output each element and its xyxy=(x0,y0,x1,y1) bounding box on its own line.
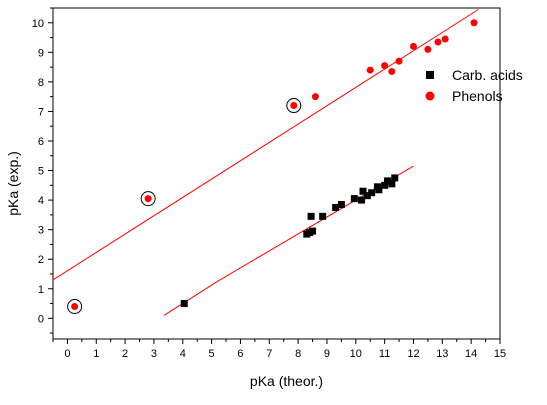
data-point-carb-acid xyxy=(180,300,188,308)
x-tick-label: 12 xyxy=(407,348,419,360)
data-point-phenol xyxy=(311,93,319,101)
legend-marker-circle xyxy=(425,91,435,101)
highlight-ring xyxy=(67,298,83,314)
y-tick-label: 9 xyxy=(38,47,44,59)
data-point-phenol xyxy=(290,102,298,110)
data-point-carb-acid xyxy=(359,187,367,195)
data-point-carb-acid xyxy=(368,189,376,197)
data-point-carb-acid xyxy=(381,181,389,189)
highlight-ring xyxy=(140,191,156,207)
data-point-carb-acid xyxy=(319,212,327,220)
x-tick-label: 6 xyxy=(237,348,243,360)
x-tick-label: 11 xyxy=(379,348,390,360)
x-tick-label: 1 xyxy=(93,348,99,360)
x-tick-label: 13 xyxy=(436,348,448,360)
data-point-carb-acid xyxy=(384,177,392,185)
y-tick-label: 0 xyxy=(38,313,44,325)
y-tick-label: 8 xyxy=(38,77,44,89)
x-tick-label: 14 xyxy=(465,348,477,360)
data-point-phenol xyxy=(441,35,449,43)
data-point-phenol xyxy=(424,45,432,53)
y-tick-label: 5 xyxy=(38,166,44,178)
x-tick-label: 4 xyxy=(180,348,186,360)
data-point-carb-acid xyxy=(350,195,358,203)
data-point-carb-acid xyxy=(337,201,345,209)
data-point-phenol xyxy=(409,42,417,50)
data-point-phenol xyxy=(366,66,374,74)
fit-line xyxy=(52,9,479,281)
y-tick-label: 1 xyxy=(38,284,44,296)
data-point-carb-acid xyxy=(391,174,399,182)
data-point-carb-acid xyxy=(332,203,340,211)
legend: Carb. acids Phenols xyxy=(425,67,523,104)
data-point-phenol xyxy=(395,57,403,65)
data-point-carb-acid xyxy=(307,212,315,220)
data-point-carb-acid xyxy=(309,227,317,235)
data-points xyxy=(67,19,478,314)
data-point-phenol xyxy=(71,302,79,310)
y-tick-label: 6 xyxy=(38,136,44,148)
x-tick-label: 9 xyxy=(324,348,330,360)
y-tick-label: 3 xyxy=(38,225,44,237)
data-point-phenol xyxy=(144,195,152,203)
plot-frame xyxy=(52,7,501,340)
legend-marker-square xyxy=(426,71,434,79)
legend-label: Carb. acids xyxy=(452,67,523,83)
x-tick-label: 0 xyxy=(64,348,70,360)
data-point-carb-acid xyxy=(373,183,381,191)
y-tick-label: 2 xyxy=(38,254,44,266)
y-axis-title: pKa (exp.) xyxy=(5,151,21,216)
x-axis-title: pKa (theor.) xyxy=(250,373,323,389)
data-point-phenol xyxy=(388,68,396,76)
x-tick-label: 5 xyxy=(209,348,215,360)
data-point-carb-acid xyxy=(358,196,366,204)
x-tick-label: 8 xyxy=(295,348,301,360)
x-tick-label: 7 xyxy=(266,348,272,360)
x-tick-label: 3 xyxy=(151,348,157,360)
highlight-ring xyxy=(286,98,302,114)
x-tick-label: 2 xyxy=(122,348,128,360)
legend-label: Phenols xyxy=(452,88,503,104)
y-tick-label: 10 xyxy=(32,18,44,30)
data-point-phenol xyxy=(381,62,389,70)
data-point-phenol xyxy=(470,19,478,27)
data-point-carb-acid xyxy=(388,180,396,188)
data-point-phenol xyxy=(434,38,442,46)
x-tick-label: 10 xyxy=(350,348,362,360)
y-tick-label: 4 xyxy=(38,195,44,207)
y-tick-label: 7 xyxy=(38,106,44,118)
data-point-carb-acid xyxy=(363,192,371,200)
x-tick-label: 15 xyxy=(494,348,506,360)
